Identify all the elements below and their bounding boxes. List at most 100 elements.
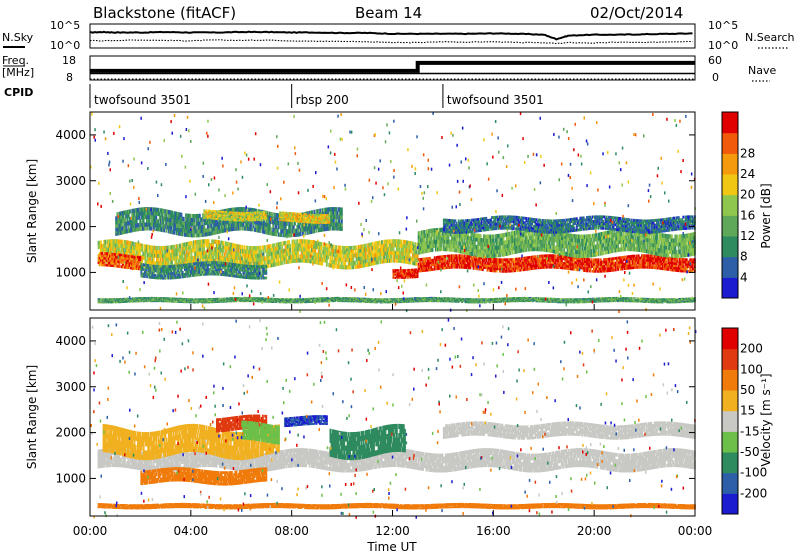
power-cell [344, 261, 346, 265]
noise-panel: 10^5 10^0 10^5 10^0 [50, 19, 738, 52]
power-cell [333, 245, 335, 249]
power-cell [326, 243, 328, 247]
nsearch-label: N.Search [745, 31, 795, 44]
power-cell [335, 245, 337, 249]
power-cell [241, 245, 243, 249]
power-cell [203, 243, 205, 247]
power-cell [169, 249, 171, 253]
power-cell [401, 240, 403, 244]
power-cell [203, 247, 205, 251]
power-cell [390, 255, 392, 259]
power-cell [153, 257, 155, 261]
noise-right-tick-top: 10^5 [708, 19, 738, 32]
power-cell [349, 265, 351, 269]
nave-line [90, 63, 695, 71]
power-cell [341, 261, 343, 265]
power-cell [390, 258, 392, 262]
power-cell [116, 253, 118, 256]
power-cell [259, 246, 261, 250]
power-cell [444, 255, 446, 258]
power-cell [212, 255, 214, 259]
power-cell [352, 265, 354, 269]
power-cell [149, 257, 151, 261]
power-cell [141, 244, 143, 248]
power-cell [378, 260, 380, 264]
power-cell [294, 240, 296, 244]
power-cell [394, 258, 396, 262]
power-cell [156, 246, 158, 250]
power-cell [289, 244, 291, 248]
cpid-row: twofsound 3501 rbsp 200 twofsound 3501 [90, 84, 544, 108]
power-cell [250, 261, 252, 265]
date-label: 02/Oct/2014 [590, 4, 683, 22]
power-cell [157, 258, 159, 262]
power-cell [162, 250, 164, 254]
power-cell [414, 242, 416, 246]
power-cell [320, 246, 322, 250]
noise-panel-frame [90, 24, 695, 48]
power-cell [141, 248, 143, 252]
beam-label: Beam 14 [355, 4, 422, 22]
noise-left-tick-bottom: 10^0 [50, 39, 80, 52]
power-cell [104, 244, 106, 248]
power-cell [281, 261, 283, 265]
power-cell [340, 246, 342, 250]
nave-label: Nave [748, 64, 776, 77]
nsky-line [90, 32, 693, 40]
freq-right-tick-bottom: 0 [712, 71, 719, 84]
power-cell [114, 253, 116, 256]
power-cell [267, 264, 269, 268]
power-cell [171, 260, 173, 264]
power-cell [177, 252, 179, 256]
power-cell [355, 249, 357, 253]
power-cell [383, 255, 385, 259]
power-cell [342, 257, 344, 261]
power-cell [387, 243, 389, 247]
power-cell [296, 239, 298, 243]
power-cell [168, 261, 170, 265]
power-cell [415, 250, 417, 254]
power-cell [352, 257, 354, 261]
power-cell [352, 250, 354, 254]
cpid-label: CPID [4, 86, 33, 99]
cpid-segment-label: twofsound 3501 [94, 93, 191, 107]
power-cell [339, 261, 341, 265]
power-cell [223, 241, 225, 245]
power-cell [208, 239, 210, 243]
power-cell [173, 245, 175, 249]
power-cell [284, 260, 286, 264]
noise-left-tick-top: 10^5 [50, 19, 80, 32]
noise-right-tick-bottom: 10^0 [708, 39, 738, 52]
power-cell [122, 240, 124, 244]
power-cell [139, 256, 141, 259]
nsky-label: N.Sky [2, 31, 34, 44]
figure-title: Blackstone (fitACF) [93, 4, 236, 22]
power-cell [247, 246, 249, 250]
power-cell [398, 247, 400, 251]
power-cell [598, 258, 600, 261]
power-cell [289, 248, 291, 252]
power-cell [168, 246, 170, 250]
cpid-segment-label: rbsp 200 [296, 93, 349, 107]
freq-left-tick-bottom: 8 [66, 71, 73, 84]
freq-left-tick-top: 18 [62, 54, 76, 67]
power-cell [200, 247, 202, 251]
power-cell [381, 240, 383, 244]
freq-panel-frame [90, 56, 695, 80]
nsearch-line [90, 40, 693, 44]
freq-panel: 18 8 60 0 [62, 54, 722, 84]
power-cell [341, 254, 343, 258]
power-cell [160, 258, 162, 262]
cpid-segment-label: twofsound 3501 [447, 93, 544, 107]
power-cell [243, 245, 245, 249]
power-cell [320, 242, 322, 246]
rti-figure: Blackstone (fitACF) Beam 14 02/Oct/2014 … [0, 0, 800, 554]
power-cell [302, 243, 304, 247]
power-cell [129, 255, 131, 258]
freq-unit-label: [MHz] [2, 66, 34, 79]
power-cell [256, 250, 258, 254]
power-cell [393, 247, 395, 251]
power-cell [417, 254, 419, 258]
freq-right-tick-top: 60 [708, 54, 722, 67]
